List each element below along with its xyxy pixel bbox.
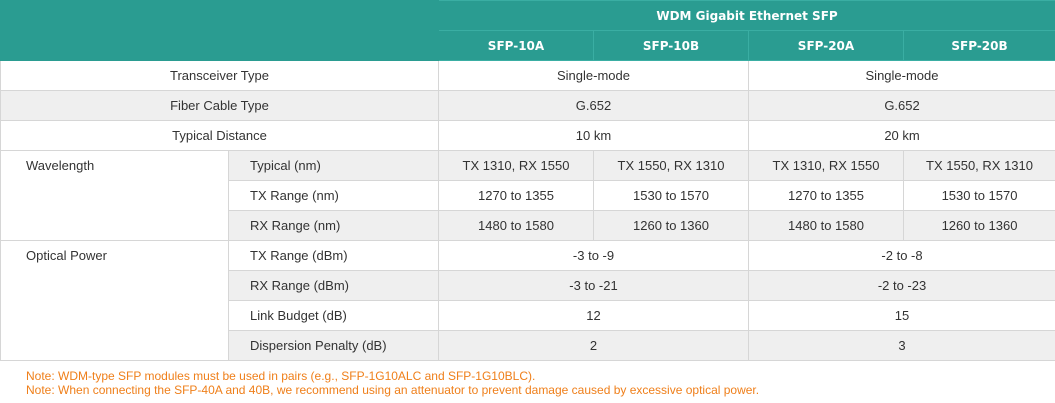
cell: TX 1550, RX 1310 [593, 150, 749, 181]
header-row-models: SFP-10A SFP-10B SFP-20A SFP-20B [0, 30, 1055, 61]
sub-label: TX Range (nm) [228, 180, 439, 211]
value-10km: -3 to -9 [438, 240, 749, 271]
row-wavelength-tx: TX Range (nm) 1270 to 1355 1530 to 1570 … [1, 180, 1055, 211]
row-label: Transceiver Type [0, 60, 439, 91]
value-10km: 2 [438, 330, 749, 361]
spec-table: WDM Gigabit Ethernet SFP SFP-10A SFP-10B… [0, 0, 1055, 361]
sub-label: RX Range (nm) [228, 210, 439, 241]
header-group-title: WDM Gigabit Ethernet SFP [437, 0, 1055, 31]
value-10km: 12 [438, 300, 749, 331]
cell: 1480 to 1580 [438, 210, 594, 241]
header-blank [0, 0, 439, 31]
cell: 1530 to 1570 [902, 180, 1055, 211]
group-optical-power: Optical Power [0, 240, 229, 361]
value-20km: 3 [747, 330, 1055, 361]
row-label: Typical Distance [0, 120, 439, 151]
cell: TX 1310, RX 1550 [748, 150, 904, 181]
row-optical-tx: Optical Power TX Range (dBm) -3 to -9 -2… [0, 240, 1055, 361]
value-10km: -3 to -21 [438, 270, 749, 301]
cell: TX 1550, RX 1310 [902, 150, 1055, 181]
sub-label: TX Range (dBm) [228, 240, 439, 271]
sub-label: Link Budget (dB) [228, 300, 439, 331]
value-10km: 10 km [438, 120, 749, 151]
value-20km: -2 to -23 [747, 270, 1055, 301]
row-fiber-cable-type: Fiber Cable Type G.652 G.652 [0, 90, 1055, 121]
sub-label: Dispersion Penalty (dB) [228, 330, 439, 361]
value-10km: Single-mode [438, 60, 749, 91]
row-wavelength-typical: Wavelength Typical (nm) TX 1310, RX 1550… [0, 150, 1055, 241]
row-typical-distance: Typical Distance 10 km 20 km [0, 120, 1055, 151]
value-20km: 15 [747, 300, 1055, 331]
group-wavelength: Wavelength [0, 150, 229, 241]
model-sfp-10a: SFP-10A [438, 30, 594, 61]
row-optical-rx: RX Range (dBm) -3 to -21 -2 to -23 [1, 270, 1055, 301]
sub-label: RX Range (dBm) [228, 270, 439, 301]
sub-label: Typical (nm) [228, 150, 439, 181]
model-sfp-20b: SFP-20B [902, 30, 1055, 61]
cell: 1270 to 1355 [748, 180, 904, 211]
header-blank [0, 30, 439, 61]
row-link-budget: Link Budget (dB) 12 15 [1, 300, 1055, 331]
cell: 1270 to 1355 [438, 180, 594, 211]
note-attenuator: Note: When connecting the SFP-40A and 40… [26, 383, 760, 397]
header-row-group: WDM Gigabit Ethernet SFP [0, 0, 1055, 31]
value-20km: Single-mode [747, 60, 1055, 91]
cell: 1480 to 1580 [748, 210, 904, 241]
row-dispersion-penalty: Dispersion Penalty (dB) 2 3 [1, 330, 1055, 361]
value-20km: -2 to -8 [747, 240, 1055, 271]
cell: 1530 to 1570 [593, 180, 749, 211]
value-10km: G.652 [438, 90, 749, 121]
row-label: Fiber Cable Type [0, 90, 439, 121]
value-20km: G.652 [747, 90, 1055, 121]
cell: 1260 to 1360 [593, 210, 749, 241]
note-pairs: Note: WDM-type SFP modules must be used … [26, 369, 536, 383]
row-wavelength-rx: RX Range (nm) 1480 to 1580 1260 to 1360 … [1, 210, 1055, 241]
model-sfp-20a: SFP-20A [748, 30, 904, 61]
row-transceiver-type: Transceiver Type Single-mode Single-mode [0, 60, 1055, 91]
cell: TX 1310, RX 1550 [438, 150, 594, 181]
notes: Note: WDM-type SFP modules must be used … [0, 361, 1055, 397]
model-sfp-10b: SFP-10B [593, 30, 749, 61]
cell: 1260 to 1360 [902, 210, 1055, 241]
value-20km: 20 km [747, 120, 1055, 151]
